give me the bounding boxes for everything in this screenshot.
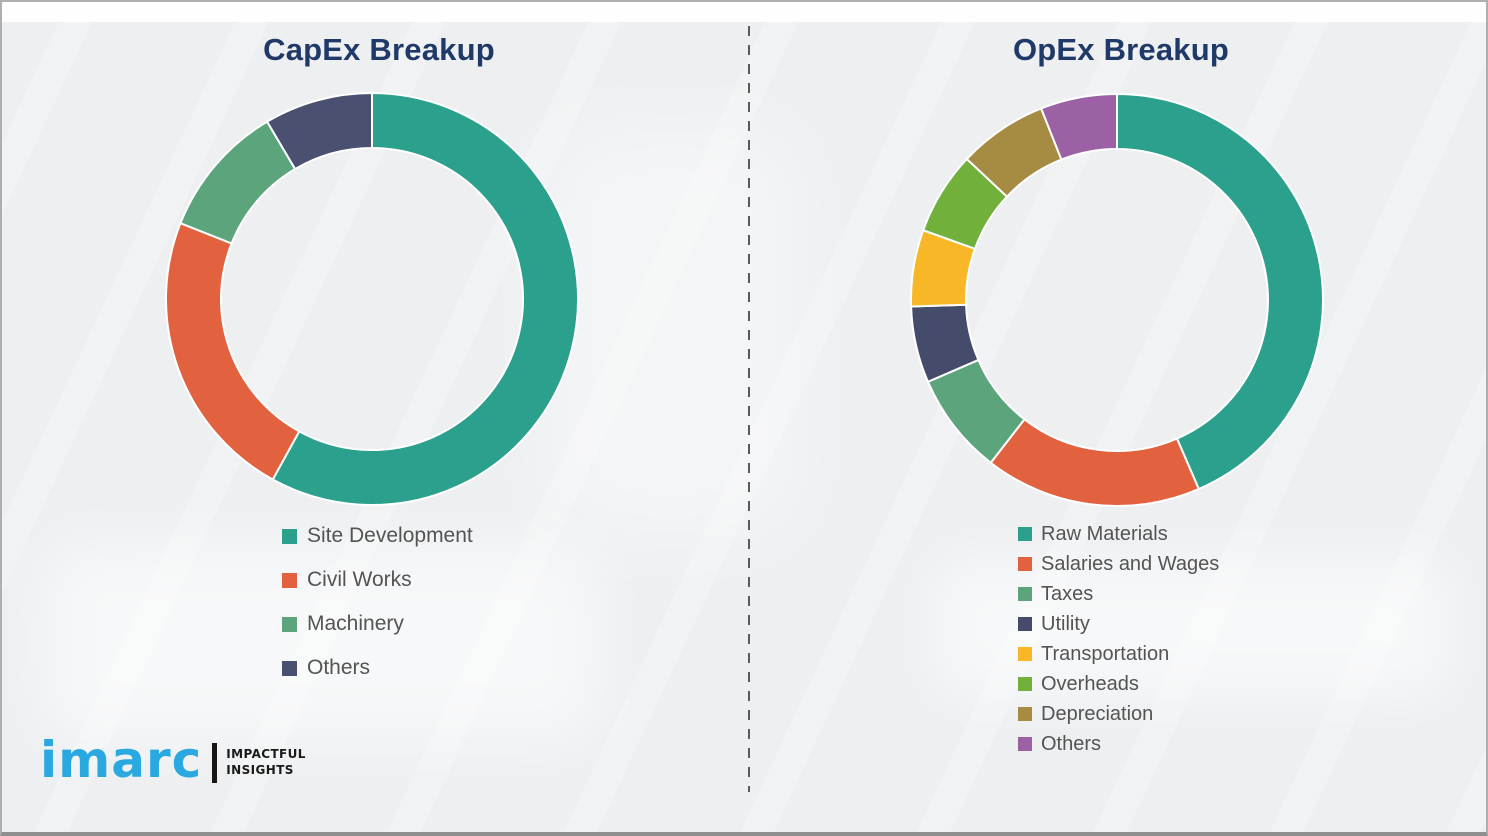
donut-segment-others: [1039, 92, 1118, 161]
legend-label-machinery: Machinery: [307, 612, 404, 635]
legend-item-overheads: Overheads: [1018, 669, 1219, 699]
legend-swatch-depreciation: [1018, 707, 1032, 721]
legend-item-civil-works: Civil Works: [282, 558, 473, 602]
opex-title: OpEx Breakup: [1012, 32, 1230, 67]
legend-label-overheads: Overheads: [1041, 672, 1139, 695]
section-divider-dashed-line: [748, 26, 750, 792]
legend-label-raw-materials: Raw Materials: [1041, 522, 1168, 545]
legend-swatch-overheads: [1018, 677, 1032, 691]
legend-item-raw-materials: Raw Materials: [1018, 519, 1219, 549]
legend-label-utility: Utility: [1041, 612, 1090, 635]
logo-tagline-insights: INSIGHTS: [226, 763, 294, 777]
donut-segment-others: [265, 91, 373, 171]
capex-donut-chart: [165, 91, 579, 506]
legend-item-depreciation: Depreciation: [1018, 699, 1219, 729]
legend-label-taxes: Taxes: [1041, 582, 1094, 605]
legend-item-others: Others: [282, 646, 473, 690]
legend-swatch-others: [282, 660, 297, 676]
donut-segment-site-development: [271, 91, 579, 506]
legend-label-others: Others: [307, 656, 371, 679]
donut-segment-salaries-and-wages: [989, 417, 1201, 507]
legend-label-others: Others: [1041, 732, 1102, 755]
legend-item-taxes: Taxes: [1018, 579, 1219, 609]
legend-label-depreciation: Depreciation: [1041, 702, 1154, 725]
legend-swatch-others: [1018, 737, 1032, 751]
capex-legend: Site Development Civil Works Machinery Othe…: [282, 514, 473, 690]
legend-item-machinery: Machinery: [282, 602, 473, 646]
logo-tagline-impactful: IMPACTFUL: [226, 747, 306, 762]
legend-label-site-development: Site Development: [307, 524, 473, 547]
legend-item-site-development: Site Development: [282, 514, 473, 558]
legend-item-salaries-and-wages: Salaries and Wages: [1018, 549, 1219, 579]
donut-segment-raw-materials: [1116, 92, 1324, 491]
capex-title: CapEx Breakup: [263, 32, 495, 67]
background-top-strip: [2, 2, 1486, 22]
legend-label-civil-works: Civil Works: [307, 568, 412, 591]
logo-separator-bar: [212, 743, 218, 783]
legend-swatch-machinery: [282, 616, 297, 632]
imarc-wordmark: imarc: [40, 731, 203, 789]
imarc-logo: imarc IMPACTFUL INSIGHTS: [40, 735, 306, 785]
legend-swatch-raw-materials: [1018, 527, 1032, 541]
logo-tagline: IMPACTFUL INSIGHTS: [226, 747, 306, 778]
donut-segment-civil-works: [165, 221, 301, 481]
legend-label-transportation: Transportation: [1041, 642, 1170, 665]
opex-legend: Raw Materials Salaries and Wages Taxes Util…: [1018, 519, 1219, 759]
legend-item-utility: Utility: [1018, 609, 1219, 639]
legend-swatch-taxes: [1018, 587, 1032, 601]
legend-swatch-salaries-and-wages: [1018, 557, 1032, 571]
legend-item-transportation: Transportation: [1018, 639, 1219, 669]
legend-swatch-utility: [1018, 617, 1032, 631]
legend-swatch-site-development: [282, 528, 297, 544]
legend-swatch-transportation: [1018, 647, 1032, 661]
opex-donut-chart: [910, 92, 1324, 507]
legend-item-others: Others: [1018, 729, 1219, 759]
legend-swatch-civil-works: [282, 572, 297, 588]
legend-label-salaries-and-wages: Salaries and Wages: [1041, 552, 1220, 575]
